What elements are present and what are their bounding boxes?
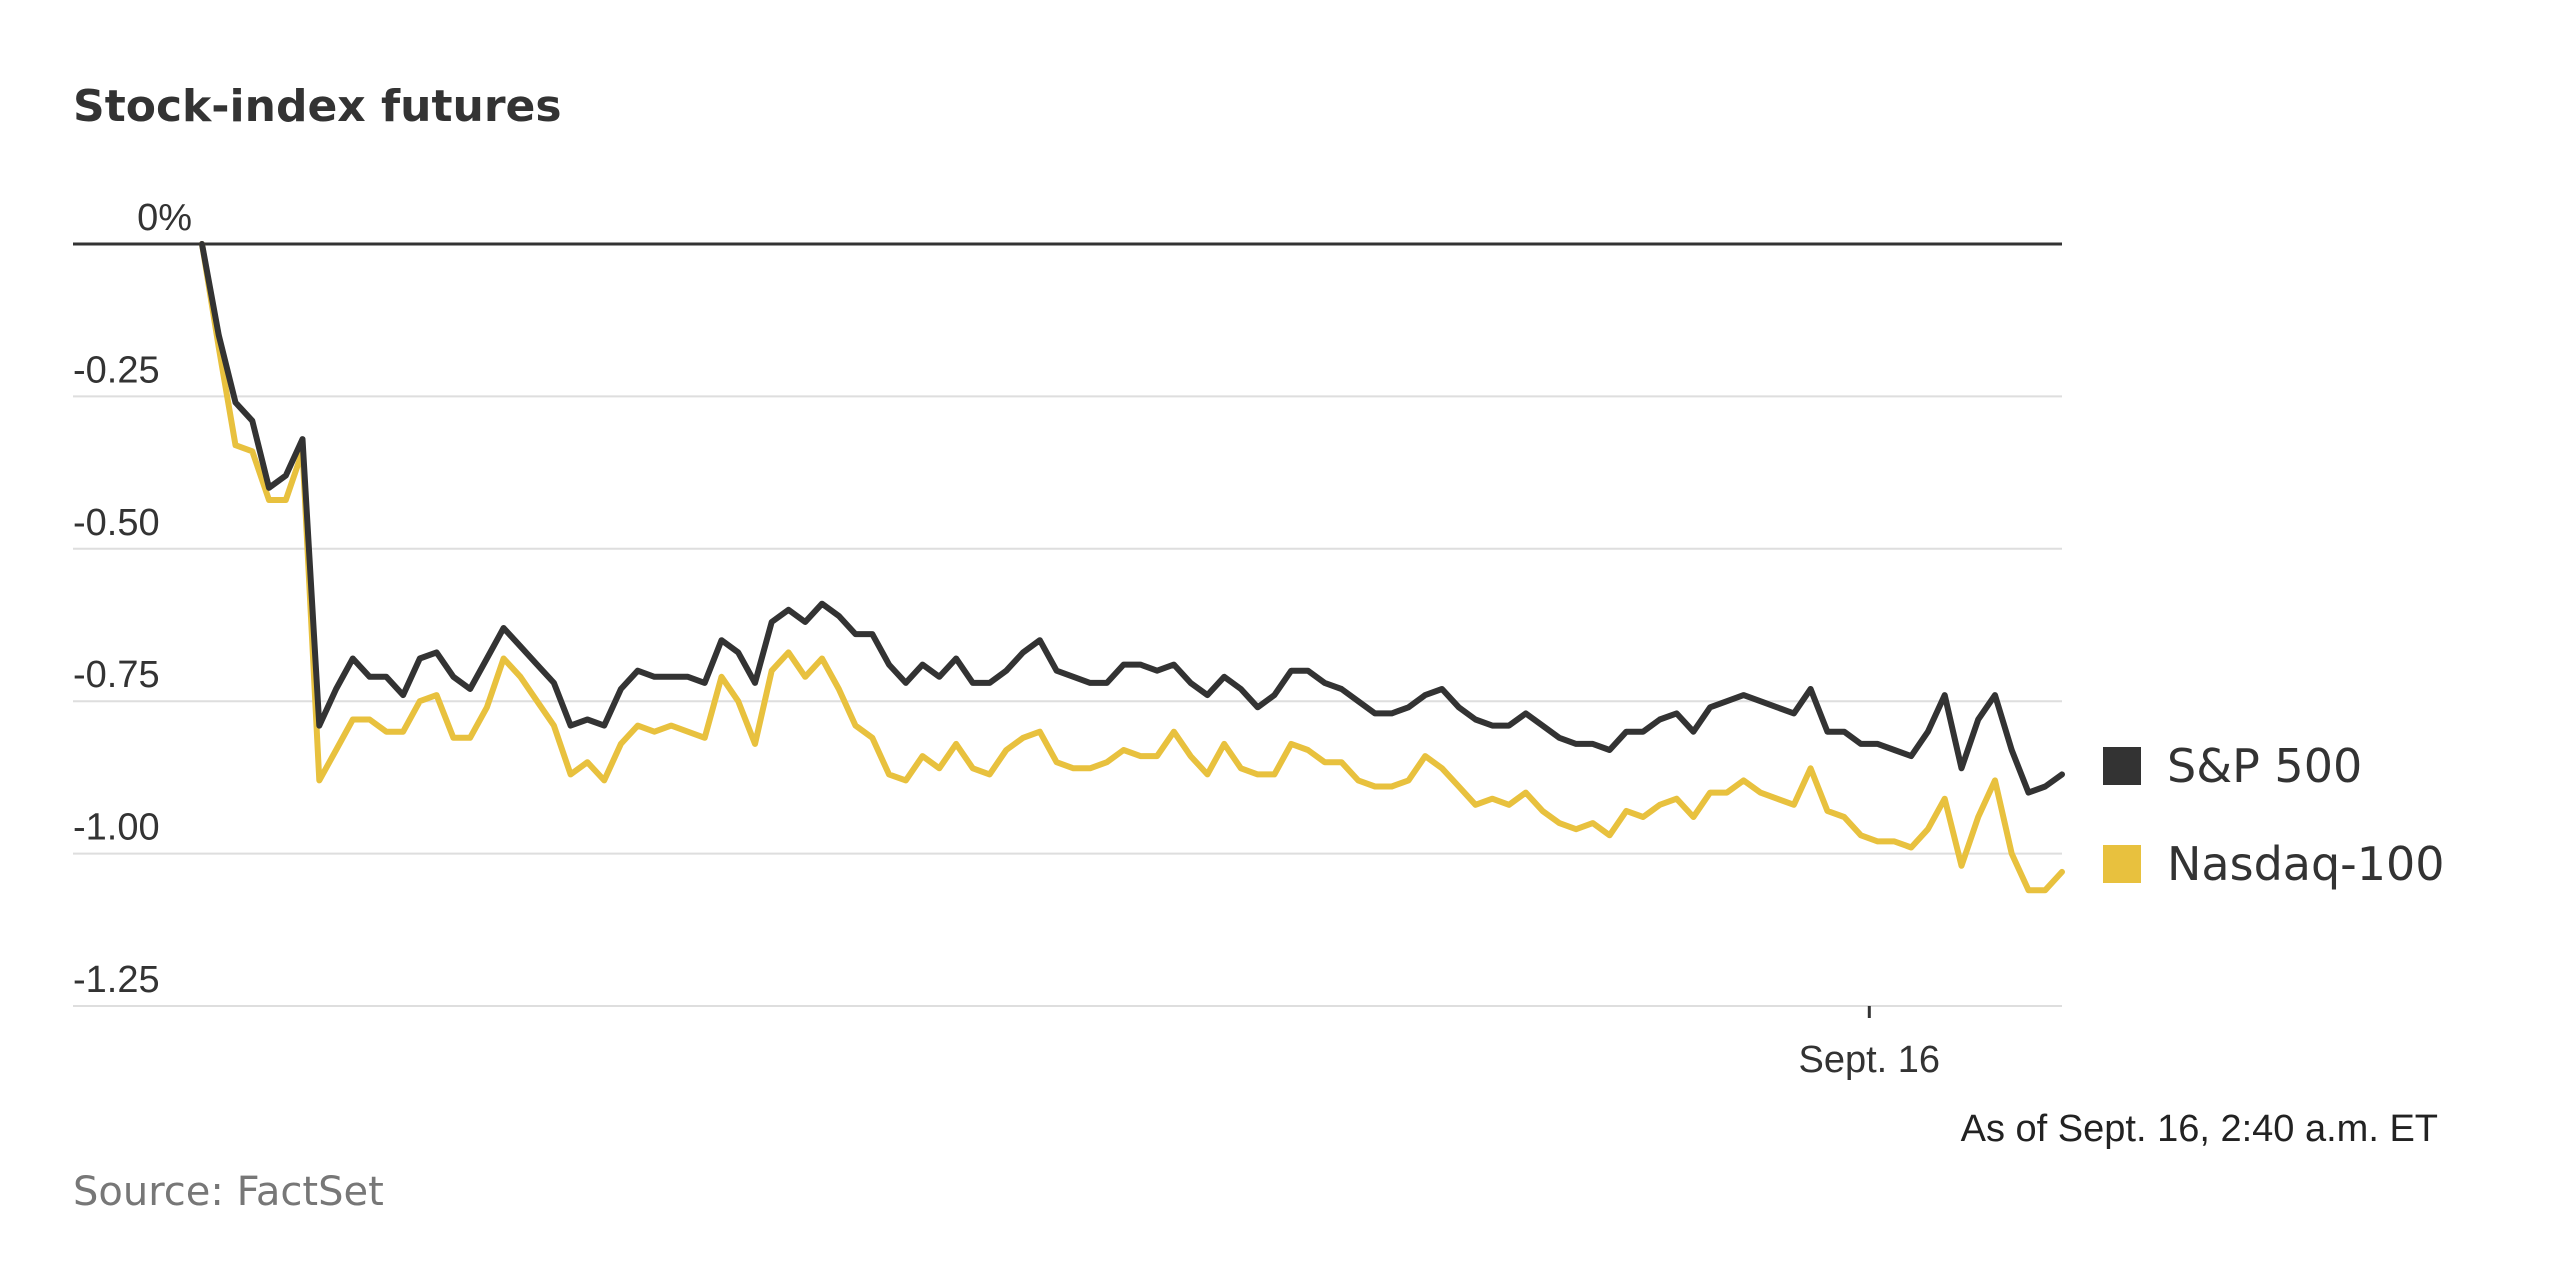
x-tick-label-0: Sept. 16 — [1799, 1039, 1941, 1081]
series-layer — [199, 241, 2065, 894]
y-tick-label-5: -1.25 — [73, 959, 160, 1001]
chart-title: Stock-index futures — [73, 81, 562, 132]
y-tick-label-4: -1.00 — [73, 807, 160, 849]
legend-swatch-1 — [2103, 845, 2141, 883]
x-axis: Sept. 16 — [1799, 1006, 1941, 1081]
legend-label-1: Nasdaq-100 — [2167, 837, 2445, 891]
source-note: Source: FactSet — [73, 1169, 384, 1215]
series-line-1 — [199, 241, 2065, 894]
y-tick-label-1: -0.25 — [73, 349, 160, 391]
grid-layer: 0% -0.25 -0.50 -0.75 -1.00 -1.25 — [73, 197, 2062, 1007]
y-tick-label-3: -0.75 — [73, 654, 160, 696]
legend-swatch-0 — [2103, 747, 2141, 785]
legend: S&P 500 Nasdaq-100 — [2103, 739, 2445, 891]
series-line-0 — [199, 241, 2065, 796]
legend-label-0: S&P 500 — [2167, 739, 2362, 793]
y-tick-label-0: 0% — [137, 197, 192, 239]
as-of-note: As of Sept. 16, 2:40 a.m. ET — [1961, 1108, 2438, 1150]
y-tick-label-2: -0.50 — [73, 502, 160, 544]
